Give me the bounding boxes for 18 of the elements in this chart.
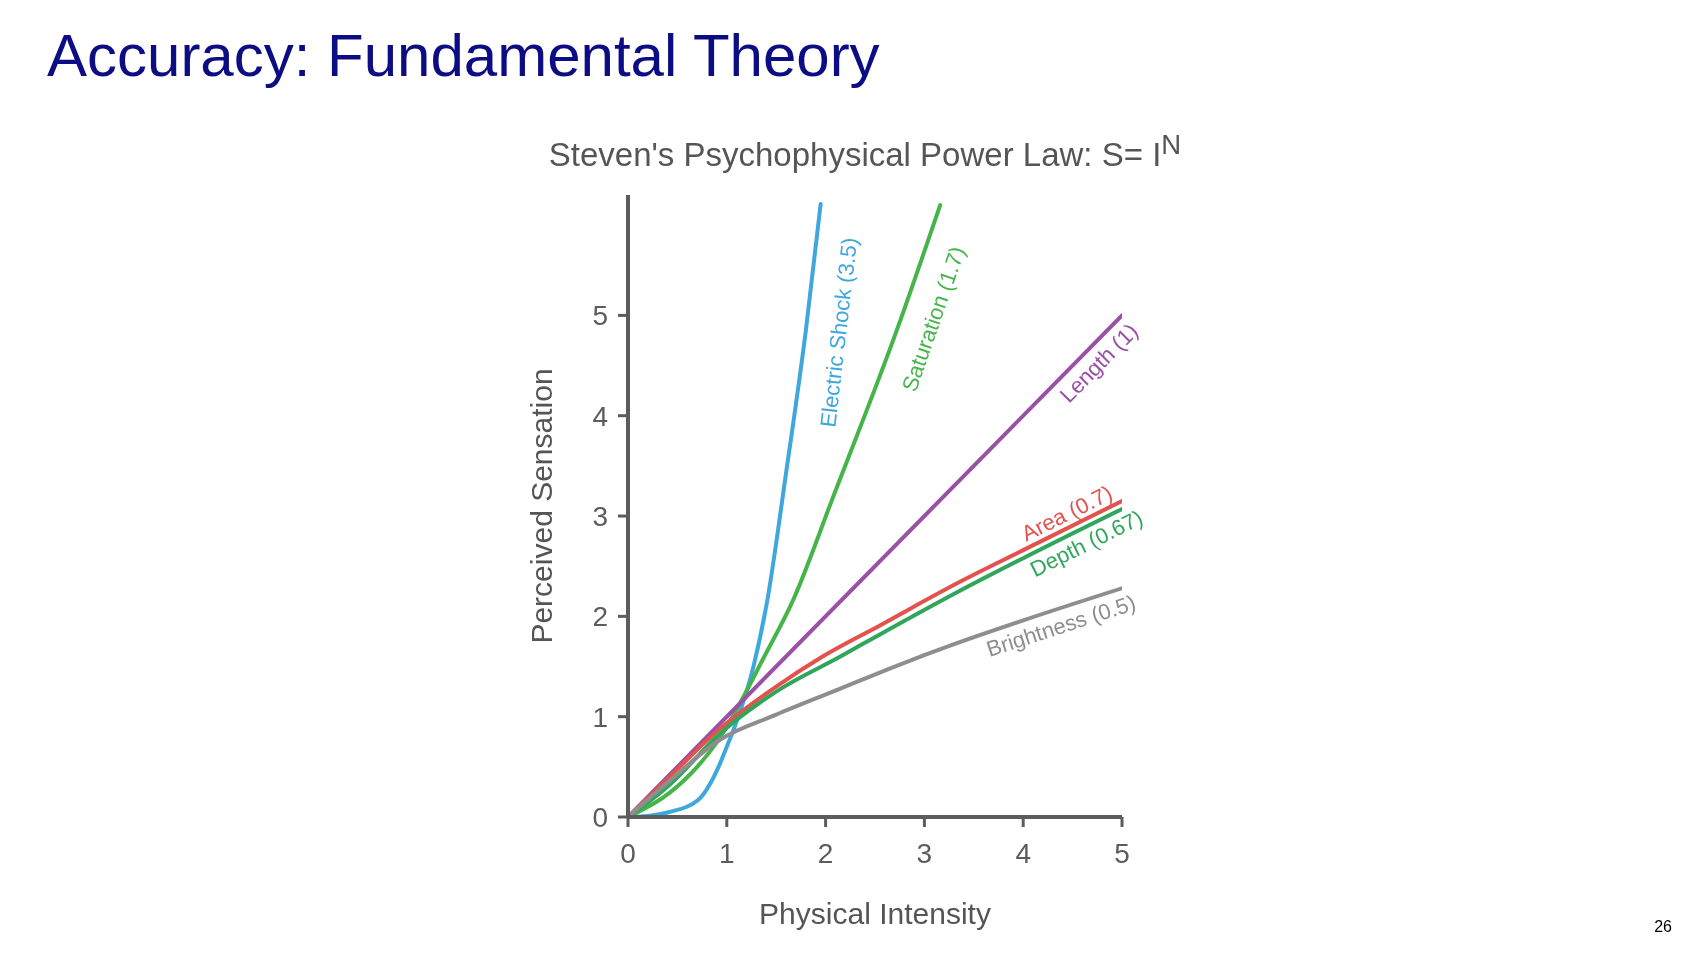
x-tick-label: 1 xyxy=(719,837,735,869)
chart-subtitle: Steven's Psychophysical Power Law: S= I$^{N}$ xyxy=(547,128,1183,175)
y-tick-label: 2 xyxy=(592,601,608,633)
y-tick-label: 3 xyxy=(592,500,608,532)
x-tick-label: 3 xyxy=(916,837,933,869)
x-axis-title: Physical Intensity xyxy=(759,897,991,930)
y-tick-label: 4 xyxy=(592,400,608,432)
x-tick-label: 4 xyxy=(1015,837,1031,869)
x-tick-label: 2 xyxy=(817,837,834,869)
y-tick-label: 0 xyxy=(592,801,608,833)
text: 26 xyxy=(1654,918,1672,936)
y-tick-label: 5 xyxy=(592,300,608,332)
x-tick-label: 5 xyxy=(1114,837,1130,869)
chart-title: Accuracy: Fundamental Theory xyxy=(47,21,880,91)
text: Electric Shock (3.5) xyxy=(815,236,863,429)
y-axis-title: Perceived Sensation xyxy=(525,368,558,644)
y-tick-label: 1 xyxy=(592,701,608,733)
x-tick-label: 0 xyxy=(620,837,636,869)
